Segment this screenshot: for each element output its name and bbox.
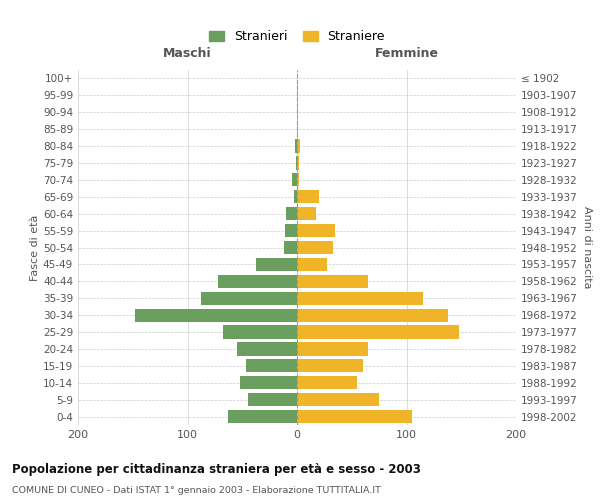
Bar bbox=[297, 274, 368, 288]
Bar bbox=[297, 342, 368, 355]
Bar bbox=[237, 342, 297, 355]
Bar bbox=[297, 292, 423, 305]
Bar bbox=[297, 106, 298, 119]
Bar bbox=[284, 241, 297, 254]
Bar bbox=[286, 207, 297, 220]
Bar bbox=[297, 308, 448, 322]
Bar bbox=[297, 241, 333, 254]
Bar bbox=[256, 258, 297, 271]
Bar bbox=[297, 207, 316, 220]
Bar bbox=[292, 174, 297, 186]
Bar bbox=[297, 258, 326, 271]
Bar bbox=[285, 224, 297, 237]
Bar bbox=[297, 224, 335, 237]
Bar bbox=[240, 376, 297, 390]
Text: COMUNE DI CUNEO - Dati ISTAT 1° gennaio 2003 - Elaborazione TUTTITALIA.IT: COMUNE DI CUNEO - Dati ISTAT 1° gennaio … bbox=[12, 486, 381, 495]
Bar bbox=[297, 140, 300, 152]
Bar bbox=[297, 359, 362, 372]
Bar bbox=[297, 410, 412, 423]
Bar bbox=[296, 156, 297, 170]
Bar bbox=[248, 393, 297, 406]
Bar bbox=[297, 376, 357, 390]
Bar bbox=[297, 122, 298, 136]
Text: Popolazione per cittadinanza straniera per età e sesso - 2003: Popolazione per cittadinanza straniera p… bbox=[12, 462, 421, 475]
Bar bbox=[135, 308, 297, 322]
Bar bbox=[245, 359, 297, 372]
Bar bbox=[223, 326, 297, 338]
Bar bbox=[295, 140, 297, 152]
Text: Femmine: Femmine bbox=[374, 47, 439, 60]
Bar bbox=[297, 156, 299, 170]
Text: Maschi: Maschi bbox=[163, 47, 212, 60]
Y-axis label: Fasce di età: Fasce di età bbox=[30, 214, 40, 280]
Bar bbox=[218, 274, 297, 288]
Legend: Stranieri, Straniere: Stranieri, Straniere bbox=[205, 26, 389, 47]
Bar bbox=[228, 410, 297, 423]
Bar bbox=[297, 190, 319, 203]
Y-axis label: Anni di nascita: Anni di nascita bbox=[581, 206, 592, 289]
Bar bbox=[297, 89, 298, 102]
Bar bbox=[297, 326, 459, 338]
Bar bbox=[200, 292, 297, 305]
Bar bbox=[297, 393, 379, 406]
Bar bbox=[294, 190, 297, 203]
Bar bbox=[297, 174, 299, 186]
